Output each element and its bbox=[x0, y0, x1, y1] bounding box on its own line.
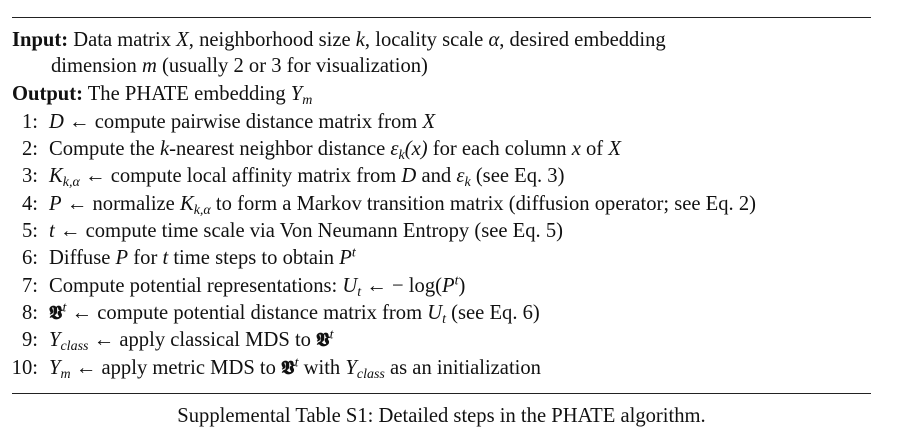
table-caption: Supplemental Table S1: Detailed steps in… bbox=[177, 405, 706, 427]
input-continuation: dimension m (usually 2 or 3 for visualiz… bbox=[51, 54, 428, 78]
step-text: Ym ← apply metric MDS to 𝖁t with Yclass … bbox=[49, 355, 541, 383]
step-text: Diffuse P for t time steps to obtain Pt bbox=[49, 245, 356, 269]
step-number: 2: bbox=[21, 138, 38, 160]
step-text: P ← normalize Kk,α to form a Markov tran… bbox=[49, 193, 757, 219]
input-text: Data matrix bbox=[68, 29, 177, 51]
input-label: Input: bbox=[12, 29, 69, 51]
step-text: Kk,α ← compute local affinity matrix fro… bbox=[49, 165, 565, 191]
input-text: dimension bbox=[51, 55, 142, 77]
step-text: 𝖁t ← compute potential distance matrix f… bbox=[49, 300, 540, 328]
step-text: Compute potential representations: Ut ← … bbox=[49, 273, 466, 301]
step-text: Yclass ← apply classical MDS to 𝖁t bbox=[49, 327, 334, 355]
math-k: k bbox=[355, 29, 365, 51]
math-subscript: m bbox=[302, 93, 313, 109]
math-m: m bbox=[141, 55, 157, 77]
input-text: (usually 2 or 3 for visualization) bbox=[156, 55, 428, 77]
math-X: X bbox=[176, 29, 189, 51]
step-number: 6: bbox=[21, 247, 38, 269]
input-text: , desired embedding bbox=[499, 29, 666, 51]
bottom-rule bbox=[12, 393, 871, 394]
step-number: 9: bbox=[21, 329, 38, 351]
math-Y: Y bbox=[290, 83, 303, 105]
step-number: 1: bbox=[21, 111, 38, 133]
step-number: 8: bbox=[21, 302, 38, 324]
input-line: Input: Data matrix X, neighborhood size … bbox=[12, 28, 666, 52]
step-text: D ← compute pairwise distance matrix fro… bbox=[49, 111, 436, 133]
input-text: , neighborhood size bbox=[188, 29, 356, 51]
step-number: 4: bbox=[21, 193, 38, 215]
step-number: 5: bbox=[21, 220, 38, 242]
step-text: t ← compute time scale via Von Neumann E… bbox=[49, 220, 563, 242]
step-text: Compute the k-nearest neighbor distance … bbox=[49, 138, 621, 164]
step-number: 3: bbox=[21, 165, 38, 187]
output-text: The PHATE embedding bbox=[82, 83, 291, 105]
input-text: , locality scale bbox=[364, 29, 489, 51]
step-number: 7: bbox=[21, 275, 38, 297]
math-alpha: α bbox=[488, 29, 500, 51]
step-number: 10: bbox=[11, 357, 38, 379]
top-rule bbox=[12, 17, 871, 18]
output-label: Output: bbox=[12, 83, 83, 105]
output-line: Output: The PHATE embedding Ym bbox=[12, 82, 313, 109]
